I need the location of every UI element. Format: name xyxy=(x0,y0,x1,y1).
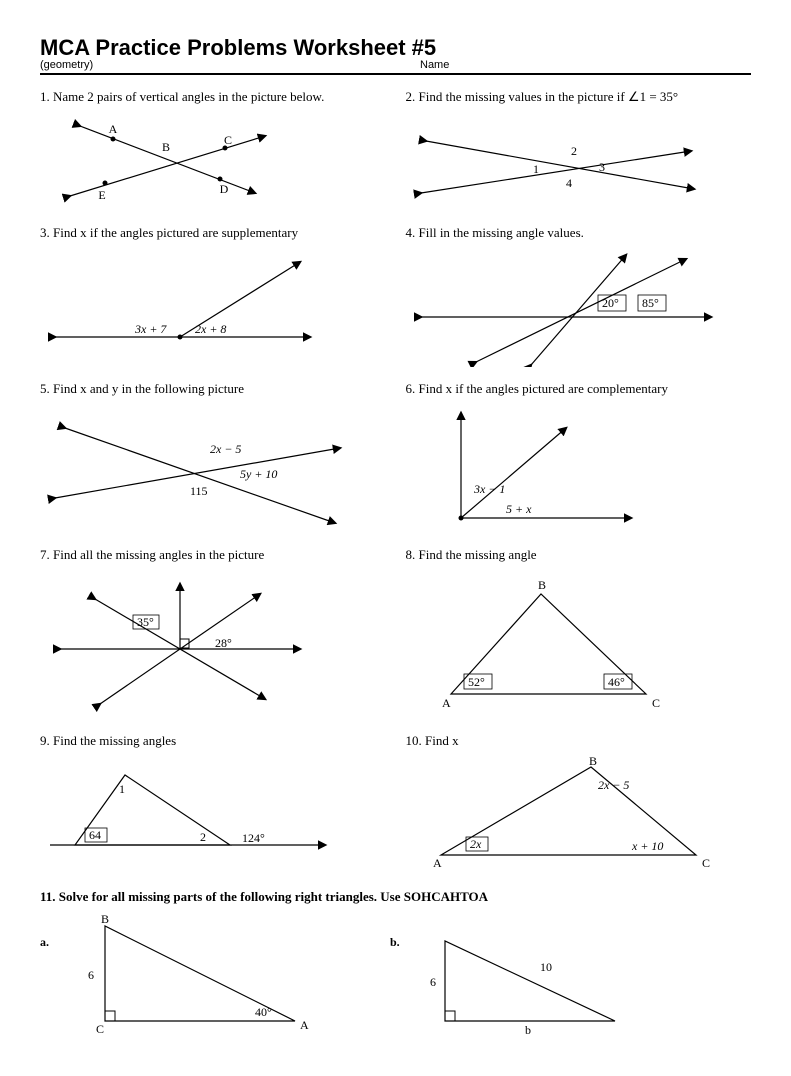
q11b-figure: b. 6 10 b xyxy=(390,911,650,1041)
q10-text: 10. Find x xyxy=(406,733,752,749)
q4-figure: 20° 85° xyxy=(406,247,726,367)
svg-text:1: 1 xyxy=(533,162,539,176)
svg-text:B: B xyxy=(101,912,109,926)
q2-text: 2. Find the missing values in the pictur… xyxy=(406,89,752,105)
svg-text:b.: b. xyxy=(390,935,400,949)
q8-figure: A B C 52° 46° xyxy=(406,569,686,719)
subheader: (geometry) Name xyxy=(40,59,751,75)
svg-text:115: 115 xyxy=(190,484,208,498)
svg-text:x + 10: x + 10 xyxy=(631,839,663,853)
svg-text:46°: 46° xyxy=(608,675,625,689)
subject-label: (geometry) xyxy=(40,59,400,73)
svg-text:20°: 20° xyxy=(602,296,619,310)
svg-text:2: 2 xyxy=(200,830,206,844)
q11a-figure: a. B C A 6 40° xyxy=(40,911,330,1041)
svg-text:A: A xyxy=(433,856,442,870)
q6-text: 6. Find x if the angles pictured are com… xyxy=(406,381,752,397)
question-10: 10. Find x A B C 2x − 5 2x x + 10 xyxy=(406,719,752,875)
svg-text:3x − 1: 3x − 1 xyxy=(473,482,505,496)
question-6: 6. Find x if the angles pictured are com… xyxy=(406,367,752,533)
svg-text:2x − 5: 2x − 5 xyxy=(210,442,241,456)
q1-figure: A B C D E xyxy=(40,111,290,211)
q6-figure: 3x − 1 5 + x xyxy=(406,403,656,533)
q1-text: 1. Name 2 pairs of vertical angles in th… xyxy=(40,89,386,105)
q11-text: 11. Solve for all missing parts of the f… xyxy=(40,889,751,905)
q3-text: 3. Find x if the angles pictured are sup… xyxy=(40,225,386,241)
svg-text:3: 3 xyxy=(599,160,605,174)
svg-text:C: C xyxy=(652,696,660,710)
svg-text:64: 64 xyxy=(89,828,101,842)
svg-text:b: b xyxy=(525,1023,531,1037)
svg-text:1: 1 xyxy=(119,782,125,796)
q7-text: 7. Find all the missing angles in the pi… xyxy=(40,547,386,563)
svg-text:5y + 10: 5y + 10 xyxy=(240,467,277,481)
svg-text:2x − 5: 2x − 5 xyxy=(598,778,629,792)
svg-text:4: 4 xyxy=(566,176,572,190)
question-8: 8. Find the missing angle A B C 52° 46° xyxy=(406,533,752,719)
q7-figure: 35° 28° xyxy=(40,569,320,719)
svg-text:E: E xyxy=(98,188,105,202)
svg-text:2x: 2x xyxy=(470,837,482,851)
svg-text:35°: 35° xyxy=(137,615,154,629)
name-label: Name xyxy=(400,59,751,73)
svg-text:A: A xyxy=(109,122,118,136)
q10-figure: A B C 2x − 5 2x x + 10 xyxy=(406,755,726,875)
question-7: 7. Find all the missing angles in the pi… xyxy=(40,533,386,719)
svg-text:6: 6 xyxy=(88,968,94,982)
q5-text: 5. Find x and y in the following picture xyxy=(40,381,386,397)
question-3: 3. Find x if the angles pictured are sup… xyxy=(40,211,386,367)
q11b: b. 6 10 b xyxy=(390,905,650,1041)
question-4: 4. Fill in the missing angle values. 20°… xyxy=(406,211,752,367)
question-11: 11. Solve for all missing parts of the f… xyxy=(40,875,751,1041)
q11a: a. B C A 6 40° xyxy=(40,905,330,1041)
svg-text:A: A xyxy=(442,696,451,710)
svg-text:28°: 28° xyxy=(215,636,232,650)
question-2: 2. Find the missing values in the pictur… xyxy=(406,75,752,211)
svg-text:a.: a. xyxy=(40,935,49,949)
svg-text:B: B xyxy=(162,140,170,154)
svg-text:2: 2 xyxy=(571,144,577,158)
svg-text:124°: 124° xyxy=(242,831,265,845)
svg-text:85°: 85° xyxy=(642,296,659,310)
q8-text: 8. Find the missing angle xyxy=(406,547,752,563)
question-1: 1. Name 2 pairs of vertical angles in th… xyxy=(40,75,386,211)
svg-text:C: C xyxy=(224,133,232,147)
question-9: 9. Find the missing angles 1 2 64 124° xyxy=(40,719,386,875)
svg-text:C: C xyxy=(96,1022,104,1036)
svg-text:B: B xyxy=(538,578,546,592)
svg-text:52°: 52° xyxy=(468,675,485,689)
svg-text:2x + 8: 2x + 8 xyxy=(195,322,226,336)
q4-text: 4. Fill in the missing angle values. xyxy=(406,225,752,241)
svg-text:6: 6 xyxy=(430,975,436,989)
svg-text:3x + 7: 3x + 7 xyxy=(134,322,167,336)
svg-text:C: C xyxy=(702,856,710,870)
q3-figure: 3x + 7 2x + 8 xyxy=(40,247,320,357)
svg-text:B: B xyxy=(589,755,597,768)
question-5: 5. Find x and y in the following picture… xyxy=(40,367,386,533)
q5-figure: 2x − 5 5y + 10 115 xyxy=(40,403,360,533)
page-title: MCA Practice Problems Worksheet #5 xyxy=(40,35,751,61)
svg-text:10: 10 xyxy=(540,960,552,974)
svg-text:40°: 40° xyxy=(255,1005,272,1019)
svg-text:D: D xyxy=(220,182,229,196)
q2-figure: 1 2 3 4 xyxy=(406,111,706,211)
svg-text:A: A xyxy=(300,1018,309,1032)
q9-text: 9. Find the missing angles xyxy=(40,733,386,749)
svg-text:5 + x: 5 + x xyxy=(506,502,532,516)
q9-figure: 1 2 64 124° xyxy=(40,755,340,865)
